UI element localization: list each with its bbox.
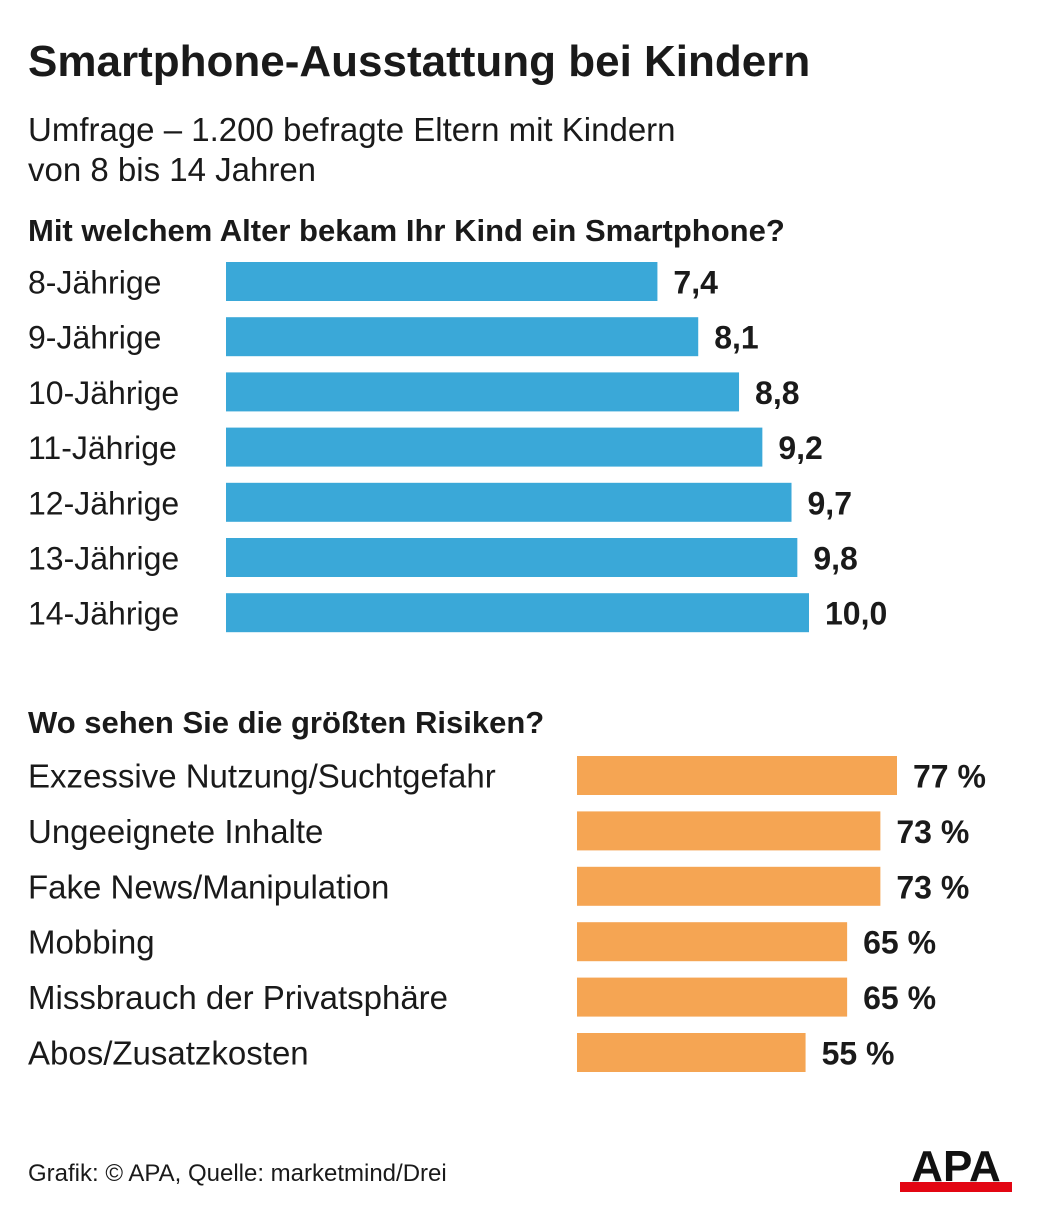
bar <box>577 1033 806 1072</box>
category-label: 11-Jährige <box>28 430 177 466</box>
risk-chart-title: Wo sehen Sie die größten Risiken? <box>28 705 545 740</box>
bar <box>226 538 798 577</box>
value-label: 7,4 <box>673 265 718 301</box>
apa-logo-bar <box>900 1182 1012 1192</box>
bar <box>577 977 848 1017</box>
chart-subtitle: Umfrage – 1.200 befragte Eltern mit Kind… <box>28 110 928 190</box>
value-label: 73 % <box>896 869 969 905</box>
category-label: 14-Jährige <box>28 596 179 632</box>
value-label: 9,8 <box>813 541 857 577</box>
value-label: 55 % <box>822 1036 895 1072</box>
value-label: 73 % <box>896 814 969 850</box>
value-label: 77 % <box>913 759 986 795</box>
bar <box>226 427 763 467</box>
category-label: 9-Jährige <box>28 320 161 356</box>
value-label: 9,7 <box>808 485 852 521</box>
category-label: 12-Jährige <box>28 485 179 521</box>
bar <box>577 756 897 795</box>
bar <box>226 593 809 633</box>
category-label: 10-Jährige <box>28 375 179 411</box>
value-label: 8,8 <box>755 375 799 411</box>
category-label: Missbrauch der Privatsphäre <box>28 979 448 1016</box>
bar <box>226 317 699 357</box>
value-label: 9,2 <box>778 430 822 466</box>
chart-title: Smartphone-Ausstattung bei Kindern <box>28 37 811 86</box>
subtitle-line-1: Umfrage – 1.200 befragte Eltern mit Kind… <box>28 111 676 148</box>
risk-bar-chart: Exzessive Nutzung/Suchtgefahr 77 % Ungeeig… <box>28 756 986 1072</box>
category-label: Fake News/Manipulation <box>28 868 389 905</box>
category-label: Ungeeignete Inhalte <box>28 813 323 850</box>
category-label: Exzessive Nutzung/Suchtgefahr <box>28 758 496 795</box>
bar <box>577 922 848 962</box>
value-label: 8,1 <box>714 320 758 356</box>
value-label: 65 % <box>863 925 936 961</box>
bar <box>226 262 658 301</box>
category-label: Abos/Zusatzkosten <box>28 1035 309 1072</box>
subtitle-line-2: von 8 bis 14 Jahren <box>28 151 317 188</box>
age-chart-title: Mit welchem Alter bekam Ihr Kind ein Sma… <box>28 213 785 248</box>
value-label: 65 % <box>863 980 936 1016</box>
age-bar-chart: 8-Jährige 7,4 9-Jährige 8,1 10-Jährige 8,8 11-… <box>28 262 887 633</box>
category-label: 13-Jährige <box>28 541 179 577</box>
source-footer: Grafik: © APA, Quelle: marketmind/Drei <box>28 1160 447 1187</box>
bar <box>577 811 881 851</box>
category-label: 8-Jährige <box>28 265 161 301</box>
apa-logo: APA <box>900 1144 1012 1192</box>
bar <box>226 372 740 412</box>
category-label: Mobbing <box>28 924 155 961</box>
bar <box>577 866 881 906</box>
bar <box>226 482 792 522</box>
value-label: 10,0 <box>825 596 887 632</box>
